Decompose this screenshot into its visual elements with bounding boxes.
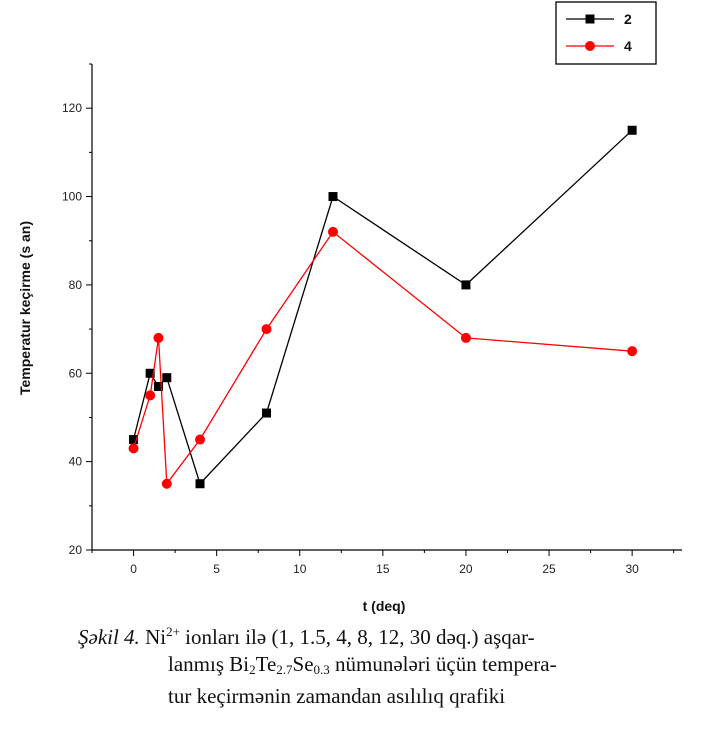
legend-marker xyxy=(585,41,595,51)
data-point xyxy=(129,435,139,445)
caption-line-1: Şəkil 4. Ni2+ ionları ilə (1, 1.5, 4, 8,… xyxy=(78,618,698,651)
figure-caption: Şəkil 4. Ni2+ ionları ilə (1, 1.5, 4, 8,… xyxy=(78,618,698,710)
x-tick-label: 25 xyxy=(542,562,556,576)
legend-label: 4 xyxy=(624,38,632,54)
legend-label: 2 xyxy=(624,11,632,27)
data-point xyxy=(162,373,172,383)
data-point xyxy=(460,332,471,343)
caption-subscript: 0.3 xyxy=(313,662,330,677)
data-point xyxy=(128,443,139,454)
series-layer xyxy=(128,125,638,489)
caption-subscript: 2.7 xyxy=(276,662,293,677)
data-point xyxy=(328,192,338,202)
caption-text: nümunələri üçün tempera- xyxy=(329,652,557,676)
caption-text: lanmış Bi xyxy=(168,652,250,676)
legend: 24 xyxy=(555,1,657,65)
data-point xyxy=(195,434,206,445)
legend-item: 2 xyxy=(566,11,632,27)
x-tick-label: 20 xyxy=(459,562,473,576)
caption-label: Şəkil 4. xyxy=(78,625,140,649)
x-tick-label: 5 xyxy=(213,562,220,576)
caption-line-2: lanmış Bi2Te2.7Se0.3 nümunələri üçün tem… xyxy=(78,651,698,683)
x-tick-label: 30 xyxy=(625,562,639,576)
data-point xyxy=(461,280,471,290)
y-tick-label: 100 xyxy=(62,190,82,204)
data-point xyxy=(627,125,637,135)
data-point xyxy=(261,324,272,335)
x-tick-label: 10 xyxy=(293,562,307,576)
series-4 xyxy=(128,226,638,489)
data-point xyxy=(153,332,164,343)
caption-text: Te xyxy=(255,652,277,676)
data-point xyxy=(327,226,338,237)
data-point xyxy=(262,408,272,418)
y-tick-label: 60 xyxy=(69,366,83,380)
caption-text: Ni xyxy=(139,625,167,649)
data-point xyxy=(153,382,163,392)
data-point xyxy=(145,368,155,378)
x-tick-label: 0 xyxy=(130,562,137,576)
data-point xyxy=(145,390,156,401)
x-tick-label: 15 xyxy=(376,562,390,576)
legend-item: 4 xyxy=(566,38,632,54)
y-tick-label: 120 xyxy=(62,101,82,115)
chart: 20 40 60 80 100 120 0 5 10 15 20 25 30 Temperatur ke… xyxy=(17,1,682,614)
caption-subscript: 2 xyxy=(249,662,256,677)
data-point xyxy=(195,479,205,489)
caption-superscript: 2+ xyxy=(166,624,180,639)
legend-marker xyxy=(585,14,595,24)
series-line xyxy=(132,129,633,485)
data-point xyxy=(161,478,172,489)
caption-text: Se xyxy=(292,652,314,676)
caption-text: ionları ilə (1, 1.5, 4, 8, 12, 30 dəq.) … xyxy=(179,625,535,649)
y-axis-title: Temperatur keçirme (s an) xyxy=(17,221,33,395)
data-point xyxy=(627,346,638,357)
y-tick-label: 80 xyxy=(69,278,83,292)
y-tick-label: 40 xyxy=(69,455,83,469)
legend-box xyxy=(555,1,657,65)
series-line xyxy=(132,230,633,486)
caption-line-3: tur keçirmənin zamandan asılılıq qrafiki xyxy=(168,684,506,708)
x-axis-title: t (deq) xyxy=(363,598,406,614)
y-tick-label: 20 xyxy=(69,543,83,557)
axes: 20 40 60 80 100 120 0 5 10 15 20 25 30 xyxy=(62,63,682,576)
series-2 xyxy=(129,125,637,489)
